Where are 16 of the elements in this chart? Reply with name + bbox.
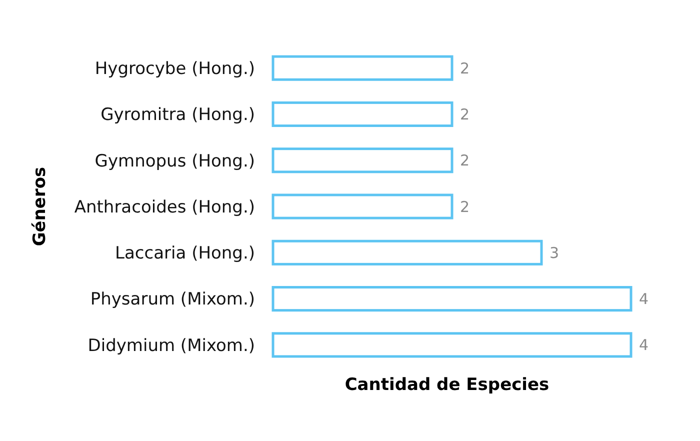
data-label: 2	[460, 105, 470, 124]
y-tick-label: Hygrocybe (Hong.)	[94, 59, 255, 80]
y-tick-label: Gyromitra (Hong.)	[100, 105, 255, 126]
y-tick-label: Gymnopus (Hong.)	[94, 151, 255, 172]
data-label: 4	[639, 290, 649, 308]
data-label: 3	[550, 244, 560, 262]
y-tick-label: Anthracoides (Hong.)	[74, 197, 255, 218]
data-label: 2	[460, 59, 470, 78]
y-tick-label: Didymium (Mixom.)	[88, 336, 255, 356]
y-tick-label: Laccaria (Hong.)	[115, 244, 255, 264]
data-label: 4	[639, 336, 649, 354]
y-axis-title: Géneros	[30, 166, 50, 246]
y-tick-label: Physarum (Mixom.)	[90, 290, 255, 310]
data-label: 2	[460, 152, 470, 170]
x-axis-title: Cantidad de Especies	[344, 375, 550, 395]
data-label: 2	[460, 198, 470, 216]
